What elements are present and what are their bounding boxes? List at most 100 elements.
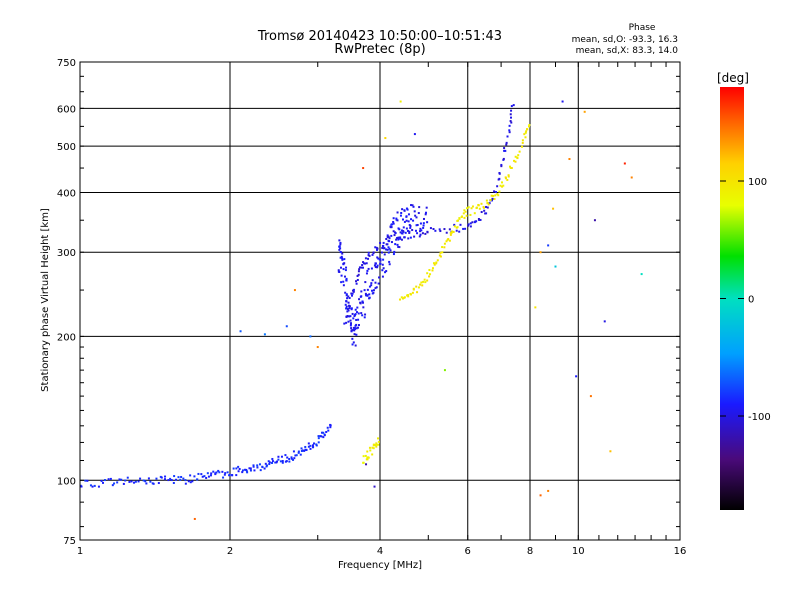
trace-point xyxy=(489,199,492,202)
trace-point xyxy=(374,246,377,249)
trace-point xyxy=(504,177,507,180)
trace-point xyxy=(439,255,442,258)
trace-point xyxy=(281,461,284,464)
trace-point xyxy=(252,465,255,468)
trace-point xyxy=(518,150,521,153)
trace-point xyxy=(382,241,385,244)
trace-point xyxy=(139,477,142,480)
trace-point xyxy=(371,253,374,256)
trace-point xyxy=(345,300,348,303)
trace-point xyxy=(412,219,415,222)
trace-point xyxy=(396,237,399,240)
trace-point xyxy=(354,313,357,316)
trace-point xyxy=(134,480,137,483)
trace-point xyxy=(235,467,238,470)
trace-point xyxy=(421,284,424,287)
trace-point xyxy=(420,229,423,232)
trace-point xyxy=(253,469,256,472)
trace-point xyxy=(376,248,379,251)
trace-point xyxy=(245,470,248,473)
trace-point xyxy=(512,104,515,107)
trace-point xyxy=(164,475,167,478)
trace-point xyxy=(345,293,348,296)
trace-point xyxy=(325,430,328,433)
trace-point xyxy=(443,242,446,245)
trace-point xyxy=(381,263,384,266)
trace-point xyxy=(352,290,355,293)
trace-point xyxy=(388,260,391,263)
trace-point xyxy=(370,282,373,285)
trace-point xyxy=(365,294,368,297)
trace-point xyxy=(473,221,476,224)
trace-point xyxy=(323,434,326,437)
trace-point xyxy=(86,479,89,482)
trace-point xyxy=(469,222,472,225)
trace-point xyxy=(309,444,312,447)
trace-point xyxy=(173,475,176,478)
trace-point xyxy=(491,199,494,202)
trace-point xyxy=(288,460,291,463)
trace-point xyxy=(320,431,323,434)
trace-point xyxy=(368,296,371,299)
trace-point xyxy=(370,289,373,292)
trace-point xyxy=(360,312,363,315)
trace-point xyxy=(402,230,405,233)
trace-point xyxy=(403,296,406,299)
trace-point xyxy=(137,480,140,483)
trace-point xyxy=(339,241,342,244)
grid-layer xyxy=(80,62,680,540)
trace-point xyxy=(387,251,390,254)
trace-point xyxy=(384,271,387,274)
trace-point xyxy=(385,248,388,251)
trace-point xyxy=(487,203,490,206)
trace-point xyxy=(280,455,283,458)
trace-point xyxy=(184,482,187,485)
trace-point xyxy=(471,205,474,208)
trace-point xyxy=(435,261,438,264)
trace-point xyxy=(120,478,123,481)
trace-point xyxy=(407,294,410,297)
trace-point xyxy=(510,121,513,124)
trace-point xyxy=(371,279,374,282)
trace-point xyxy=(312,445,315,448)
trace-point xyxy=(347,301,350,304)
scatter-point xyxy=(443,369,446,372)
trace-point xyxy=(514,160,517,163)
trace-point xyxy=(510,116,513,119)
trace-point xyxy=(374,262,377,265)
trace-point xyxy=(493,198,496,201)
trace-point xyxy=(381,275,384,278)
trace-point xyxy=(422,280,425,283)
trace-point xyxy=(390,226,393,229)
trace-point xyxy=(179,478,182,481)
trace-point xyxy=(400,229,403,232)
trace-point xyxy=(338,248,341,251)
trace-point xyxy=(84,479,87,482)
trace-point xyxy=(351,343,354,346)
trace-point xyxy=(293,457,296,460)
trace-point xyxy=(319,435,322,438)
scatter-point xyxy=(640,273,643,276)
trace-point xyxy=(363,262,366,265)
trace-point xyxy=(375,286,378,289)
trace-point xyxy=(397,238,400,241)
trace-point xyxy=(246,471,249,474)
trace-point xyxy=(411,204,414,207)
trace-point xyxy=(363,289,366,292)
scatter-point xyxy=(589,395,592,398)
trace-point xyxy=(245,468,248,471)
trace-point xyxy=(345,294,348,297)
trace-point xyxy=(357,326,360,329)
trace-point xyxy=(485,199,488,202)
trace-point xyxy=(448,228,451,231)
trace-point xyxy=(300,449,303,452)
trace-point xyxy=(452,230,455,233)
trace-point xyxy=(371,446,374,449)
trace-point xyxy=(431,267,434,270)
trace-point xyxy=(401,232,404,235)
trace-point xyxy=(419,283,422,286)
trace-point xyxy=(456,226,459,229)
trace-point xyxy=(97,485,100,488)
trace-point xyxy=(424,211,427,214)
scatter-point xyxy=(603,320,606,323)
